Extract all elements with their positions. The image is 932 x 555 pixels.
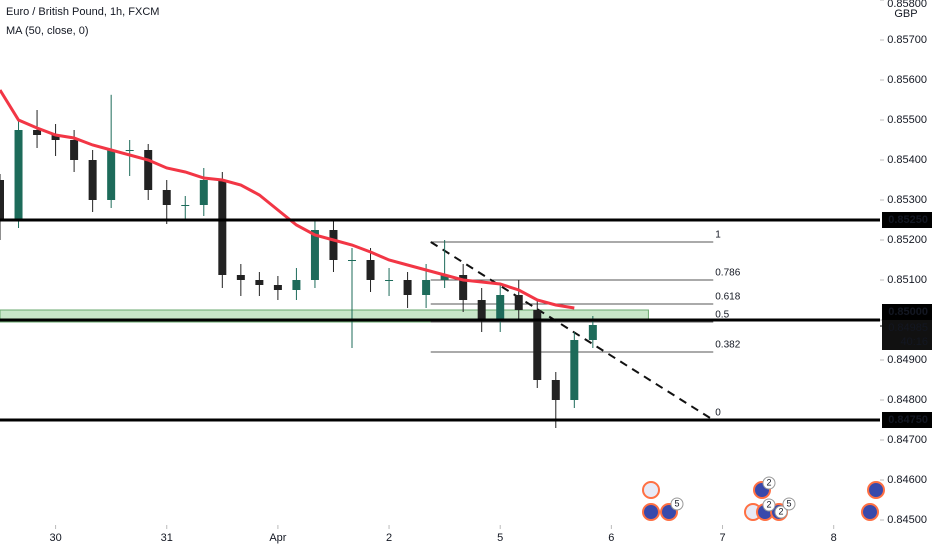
level-label: 0.85000 xyxy=(888,306,928,318)
fib-ratio-label: 0 xyxy=(715,408,721,419)
candle-body xyxy=(477,300,486,320)
candle-body xyxy=(310,230,319,280)
event-flag xyxy=(642,481,660,499)
x-tick-label: 6 xyxy=(608,532,614,544)
y-tick-label: 0.85700 xyxy=(887,34,927,46)
fib-ratio-label: 0.618 xyxy=(715,292,740,303)
currency-label: GBP xyxy=(894,8,917,20)
bar-countdown: 40:16 xyxy=(900,336,928,348)
axis-layer: 0.85800 0.85700 0.85600 0.85500 0.85400 0.853… xyxy=(49,0,932,544)
candle-body xyxy=(181,205,190,206)
candle-body xyxy=(422,280,431,295)
fib-ratio-label: 0.5 xyxy=(715,310,729,321)
candle-body xyxy=(292,280,301,290)
moving-average xyxy=(0,89,575,310)
candle-body xyxy=(33,130,42,135)
y-tick-label: 0.85400 xyxy=(887,154,927,166)
candle-body xyxy=(348,260,356,261)
level-label-box xyxy=(882,304,932,320)
y-tick-label: 0.85100 xyxy=(887,274,927,286)
candle-body xyxy=(199,180,208,205)
candle-body xyxy=(459,275,468,300)
x-tick-label: 2 xyxy=(386,532,392,544)
x-tick-label: Apr xyxy=(269,532,286,544)
price-label-box xyxy=(882,320,932,350)
event-count: 2 xyxy=(766,499,771,509)
candle-body xyxy=(570,340,579,400)
candle-body xyxy=(0,180,4,220)
candle-body xyxy=(125,150,134,151)
fib-ratio-label: 0.382 xyxy=(715,340,740,351)
event-count: 2 xyxy=(766,477,771,487)
fib-ratio-label: 0.786 xyxy=(715,268,740,279)
candle-body xyxy=(218,180,227,275)
candle-body xyxy=(588,325,597,340)
y-tick-label: 0.85600 xyxy=(887,74,927,86)
y-tick-label: 0.84700 xyxy=(887,434,927,446)
event-badge xyxy=(670,497,684,511)
candle-body xyxy=(385,280,394,281)
candle-body xyxy=(51,135,60,140)
candle-body xyxy=(496,295,505,320)
candle-body xyxy=(162,190,171,205)
indicator-legend: MA (50, close, 0) xyxy=(6,25,89,37)
y-tick-label: 0.85800 xyxy=(887,0,927,10)
event-badge xyxy=(782,497,796,511)
candle-body xyxy=(88,160,97,200)
current-price-label: 0.84985 xyxy=(888,322,928,334)
candle-body xyxy=(533,310,542,380)
x-tick-label: 7 xyxy=(719,532,725,544)
lines-layer xyxy=(0,89,880,422)
chart-title: Euro / British Pound, 1h, FXCM xyxy=(6,6,159,18)
candle-body xyxy=(440,275,449,280)
candle-body xyxy=(514,295,523,310)
x-tick-label: 8 xyxy=(831,532,837,544)
candle-body xyxy=(107,150,116,200)
level-label: 0.85250 xyxy=(888,214,928,226)
y-tick-label: 0.84900 xyxy=(887,354,927,366)
candle-body xyxy=(366,260,375,280)
event-flag xyxy=(642,503,660,521)
candle-body xyxy=(236,275,245,280)
candle-body xyxy=(551,380,560,400)
candle-body xyxy=(329,230,338,260)
x-tick-label: 30 xyxy=(49,532,61,544)
level-label-box xyxy=(882,212,932,228)
y-tick-label: 0.84800 xyxy=(887,394,927,406)
candle-body xyxy=(273,285,282,290)
y-tick-label: 0.85500 xyxy=(887,114,927,126)
y-tick-label: 0.84500 xyxy=(887,514,927,526)
event-count: 5 xyxy=(674,498,679,508)
candle-body xyxy=(14,130,23,220)
y-tick-label: 0.85200 xyxy=(887,234,927,246)
candle-body xyxy=(255,280,264,285)
event-badge xyxy=(762,498,776,512)
candle-body xyxy=(144,150,153,190)
y-tick-label: 0.85300 xyxy=(887,194,927,206)
candle-body xyxy=(403,280,412,295)
level-label: 0.84750 xyxy=(888,414,928,426)
grid-layer xyxy=(55,0,884,529)
event-icons: 5 2 2 2 5 xyxy=(642,476,885,521)
candle-body xyxy=(70,140,79,160)
x-tick-label: 5 xyxy=(497,532,503,544)
x-tick-label: 31 xyxy=(161,532,173,544)
y-tick-label: 0.84600 xyxy=(887,474,927,486)
event-flag xyxy=(867,481,885,499)
event-badge xyxy=(774,505,788,519)
fib-ratio-label: 1 xyxy=(715,230,721,241)
event-count: 5 xyxy=(786,498,791,508)
event-count: 2 xyxy=(778,506,783,516)
level-label-box xyxy=(882,412,932,428)
event-flag xyxy=(861,503,879,521)
event-badge xyxy=(762,476,776,490)
